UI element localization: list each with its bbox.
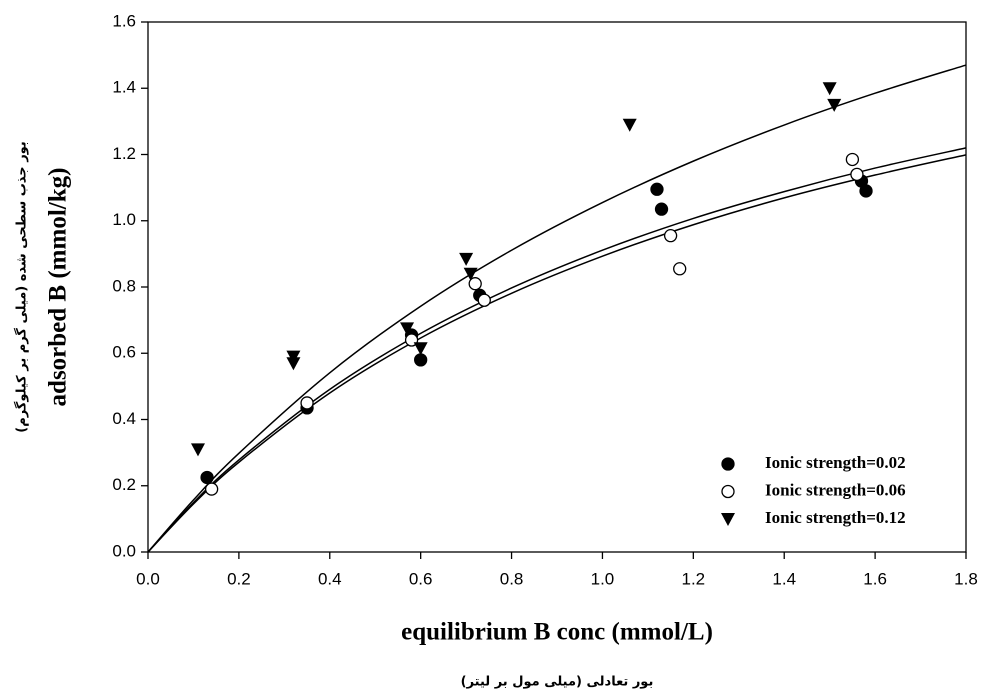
- marker-filled-circle: [200, 470, 214, 485]
- y-tick-label: 0.2: [112, 475, 136, 494]
- marker-triangle: [721, 513, 735, 526]
- y-tick-label: 1.6: [112, 11, 136, 30]
- y-tick-label: 0.0: [112, 541, 136, 560]
- x-tick-label: 1.8: [954, 569, 978, 588]
- x-tick-label: 1.0: [591, 569, 615, 588]
- marker-filled-circle: [650, 182, 664, 196]
- marker-open-circle: [850, 167, 864, 182]
- marker-triangle: [827, 98, 842, 112]
- x-tick-label: 1.2: [682, 569, 706, 588]
- y-axis-label-persian: بور جذب سطحی شده (میلی گرم بر کیلوگرم): [14, 141, 30, 432]
- marker-open-circle: [477, 293, 491, 307]
- marker-open-circle: [721, 484, 735, 499]
- x-tick-label: 0.2: [227, 569, 251, 588]
- fit-curve: [147, 147, 967, 553]
- marker-filled-circle: [414, 353, 428, 367]
- y-tick-label: 1.0: [112, 210, 136, 229]
- marker-open-circle: [204, 482, 219, 496]
- x-tick-label: 1.6: [863, 569, 887, 588]
- marker-open-circle: [673, 262, 687, 276]
- legend-label: Ionic strength=0.06: [765, 480, 906, 499]
- marker-triangle: [459, 252, 474, 266]
- marker-filled-circle: [721, 457, 735, 471]
- marker-open-circle: [663, 229, 678, 243]
- plot-frame: [147, 21, 967, 553]
- legend-label: Ionic strength=0.02: [765, 453, 906, 472]
- x-tick-label: 0.0: [136, 569, 160, 588]
- marker-filled-circle: [654, 202, 669, 216]
- marker-triangle: [622, 118, 637, 132]
- fit-curve: [147, 64, 967, 553]
- y-tick-label: 0.4: [112, 409, 136, 428]
- x-axis-label-persian: بور تعادلی (میلی مول بر لیتر): [461, 675, 654, 690]
- marker-open-circle: [300, 396, 314, 410]
- y-tick-label: 1.4: [112, 78, 136, 97]
- legend-label: Ionic strength=0.12: [765, 508, 906, 527]
- marker-triangle: [286, 350, 301, 364]
- x-tick-label: 0.8: [500, 569, 524, 588]
- marker-open-circle: [845, 152, 860, 167]
- marker-triangle: [190, 443, 205, 457]
- x-tick-label: 0.4: [318, 569, 342, 588]
- x-tick-label: 0.6: [409, 569, 433, 588]
- y-tick-label: 1.2: [112, 144, 136, 163]
- marker-triangle: [400, 322, 415, 336]
- marker-triangle: [822, 82, 837, 96]
- marker-filled-circle: [859, 184, 873, 198]
- y-axis-label: adsorbed B (mmol/kg): [45, 168, 72, 407]
- y-tick-label: 0.8: [112, 276, 136, 295]
- x-tick-label: 1.4: [772, 569, 796, 588]
- x-axis-label: equilibrium B conc (mmol/L): [401, 619, 713, 646]
- marker-open-circle: [468, 277, 482, 291]
- marker-triangle: [413, 342, 428, 356]
- marker-triangle: [463, 267, 478, 281]
- marker-triangle: [286, 357, 301, 371]
- fit-curve: [147, 154, 967, 553]
- y-tick-label: 0.6: [112, 343, 136, 362]
